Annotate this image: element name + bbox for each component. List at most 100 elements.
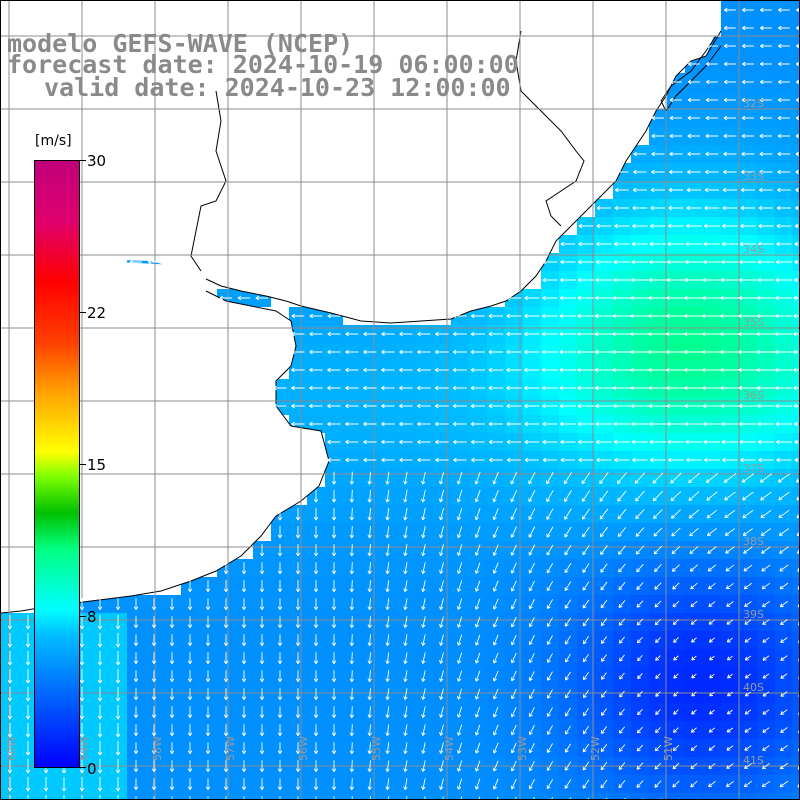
wind-vector-arrow <box>349 616 355 629</box>
wind-vector-arrow <box>506 439 522 445</box>
wind-vector-arrow <box>723 169 737 175</box>
wind-vector-arrow <box>724 491 736 501</box>
wind-vector-arrow <box>793 421 799 427</box>
wind-vector-arrow <box>670 490 682 502</box>
wind-vector-arrow <box>612 295 631 301</box>
wind-vector-arrow <box>506 349 522 355</box>
wind-vector-arrow <box>703 241 721 247</box>
wind-vector-arrow <box>345 349 359 355</box>
wind-vector-arrow <box>169 616 175 629</box>
wind-vector-arrow <box>795 133 799 139</box>
wind-vector-arrow <box>117 794 119 799</box>
wind-vector-arrow <box>653 545 663 555</box>
wind-vector-arrow <box>738 403 757 409</box>
wind-vector-arrow <box>331 634 337 646</box>
wind-vector-arrow <box>672 619 680 626</box>
wind-speed-cell <box>793 559 799 577</box>
wind-vector-arrow <box>720 277 739 283</box>
wind-vector-arrow <box>723 473 737 483</box>
wind-speed-cell <box>127 793 145 799</box>
wind-vector-arrow <box>327 421 341 427</box>
wind-vector-arrow <box>595 385 613 391</box>
wind-vector-arrow <box>775 421 793 427</box>
wind-vector-arrow <box>295 742 301 754</box>
wind-vector-arrow <box>596 223 612 229</box>
wind-vector-arrow <box>259 760 265 772</box>
wind-vector-arrow <box>313 580 319 593</box>
wind-vector-arrow <box>685 259 703 265</box>
wind-vector-arrow <box>564 743 572 753</box>
wind-vector-arrow <box>542 403 558 409</box>
wind-vector-arrow <box>457 652 463 664</box>
wind-vector-arrow <box>524 457 539 463</box>
wind-vector-arrow <box>651 151 665 157</box>
wind-vector-arrow <box>524 295 540 301</box>
wind-vector-arrow <box>632 187 647 193</box>
wind-vector-arrow <box>309 403 323 409</box>
wind-vector-arrow <box>421 634 426 646</box>
wind-vector-arrow <box>471 457 485 463</box>
wind-vector-arrow <box>726 601 734 607</box>
wind-vector-arrow <box>528 635 535 646</box>
wind-vector-arrow <box>438 471 445 485</box>
wind-speed-cell <box>271 793 289 799</box>
colorbar-tick-mark <box>80 767 86 768</box>
wind-vector-arrow <box>595 421 613 427</box>
wind-vector-arrow <box>313 525 319 539</box>
wind-vector-arrow <box>327 331 341 337</box>
wind-vector-arrow <box>794 223 799 229</box>
wind-vector-arrow <box>205 652 211 664</box>
wind-vector-arrow <box>777 133 791 139</box>
wind-vector-arrow <box>726 655 733 661</box>
wind-speed-cell <box>559 793 577 799</box>
wind-vector-arrow <box>488 331 504 337</box>
wind-vector-arrow <box>474 670 481 682</box>
wind-vector-arrow <box>457 742 463 754</box>
wind-vector-arrow <box>595 295 613 301</box>
wind-vector-arrow <box>687 115 701 121</box>
land-argentina <box>1 256 329 613</box>
wind-vector-arrow <box>223 598 229 611</box>
wind-vector-arrow <box>327 385 341 391</box>
wind-vector-arrow <box>470 313 485 319</box>
wind-vector-arrow <box>618 726 625 734</box>
colorbar-tick-label: 30 <box>87 152 107 170</box>
wind-vector-arrow <box>115 758 121 774</box>
wind-vector-arrow <box>655 637 661 644</box>
wind-vector-arrow <box>99 794 101 799</box>
wind-vector-arrow <box>685 421 703 427</box>
wind-vector-arrow <box>740 205 756 211</box>
latitude-label: 35S <box>743 316 764 329</box>
wind-vector-arrow <box>636 744 644 752</box>
wind-vector-arrow <box>97 704 103 720</box>
wind-vector-arrow <box>690 727 697 733</box>
wind-vector-arrow <box>219 295 233 301</box>
land-mask <box>1 1 722 614</box>
wind-vector-arrow <box>133 652 139 664</box>
wind-vector-arrow <box>399 367 413 373</box>
wind-vector-arrow <box>651 169 665 175</box>
wind-vector-arrow <box>474 706 481 718</box>
wind-speed-cell <box>343 793 361 799</box>
wind-vector-arrow <box>331 706 337 718</box>
wind-vector-arrow <box>406 796 408 799</box>
wind-vector-arrow <box>795 478 799 483</box>
wind-vector-arrow <box>528 544 536 556</box>
longitude-label: 57W <box>224 736 237 761</box>
wind-speed-cell <box>253 793 271 799</box>
wind-vector-arrow <box>205 634 211 646</box>
wind-vector-arrow <box>457 778 463 790</box>
wind-vector-arrow <box>738 349 758 355</box>
wind-vector-arrow <box>582 761 590 771</box>
wind-vector-arrow <box>761 763 770 770</box>
wind-vector-arrow <box>277 634 283 646</box>
wind-vector-arrow <box>648 385 668 391</box>
wind-vector-arrow <box>510 652 517 664</box>
wind-vector-arrow <box>7 650 13 666</box>
wind-vector-arrow <box>686 187 702 193</box>
wind-vector-arrow <box>295 688 301 700</box>
wind-vector-arrow <box>313 652 319 664</box>
wind-vector-arrow <box>421 652 426 664</box>
colorbar-tick-label: 15 <box>87 456 107 474</box>
